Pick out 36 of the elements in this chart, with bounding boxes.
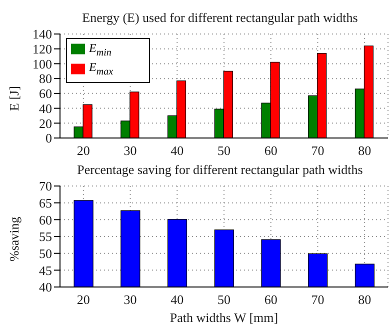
y-tick-label: 55	[39, 229, 52, 244]
x-tick-label: 50	[218, 292, 230, 308]
y-tick-label: 45	[39, 262, 52, 278]
x-tick-label: 30	[124, 292, 137, 308]
x-tick-label: 30	[124, 143, 137, 158]
y-tick-label: 120	[32, 41, 52, 56]
y-tick-label: 140	[32, 26, 52, 42]
x-tick-label: 40	[170, 292, 184, 308]
y-tick-label: 40	[39, 280, 52, 295]
legend-label: E$_{min}$	[89, 41, 112, 58]
x-axis-title: Path widths W [mm]	[170, 310, 278, 325]
x-tick-label: 60	[264, 143, 278, 158]
x-tick-label: 50	[218, 143, 230, 158]
y-axis-title: E [J]	[6, 86, 22, 111]
x-tick-label: 40	[170, 143, 184, 158]
y-tick-label: 80	[39, 71, 52, 86]
y-tick-label: 40	[39, 100, 52, 116]
x-tick-label: 20	[76, 292, 90, 308]
y-tick-label: 65	[39, 195, 52, 210]
x-tick-label: 60	[264, 292, 278, 308]
y-tick-label: 0	[46, 130, 52, 146]
y-tick-label: 60	[39, 86, 52, 102]
x-tick-label: 80	[358, 143, 372, 158]
x-tick-label: 80	[358, 292, 372, 308]
y-tick-label: 70	[39, 178, 52, 194]
y-axis-title: %saving	[6, 216, 22, 262]
x-tick-label: 70	[311, 292, 324, 308]
x-tick-label: 70	[311, 143, 324, 158]
y-tick-label: 100	[32, 56, 52, 72]
y-tick-label: 50	[39, 246, 52, 261]
chart-title: Percentage saving for different rectangular path widths	[76, 161, 364, 179]
chart-title: Energy (E) used for different rectangular path widths	[81, 9, 359, 27]
y-tick-label: 20	[39, 116, 52, 131]
y-tick-label: 60	[39, 212, 52, 228]
legend-label: E$_{max}$	[89, 60, 114, 78]
x-tick-label: 20	[76, 143, 90, 158]
